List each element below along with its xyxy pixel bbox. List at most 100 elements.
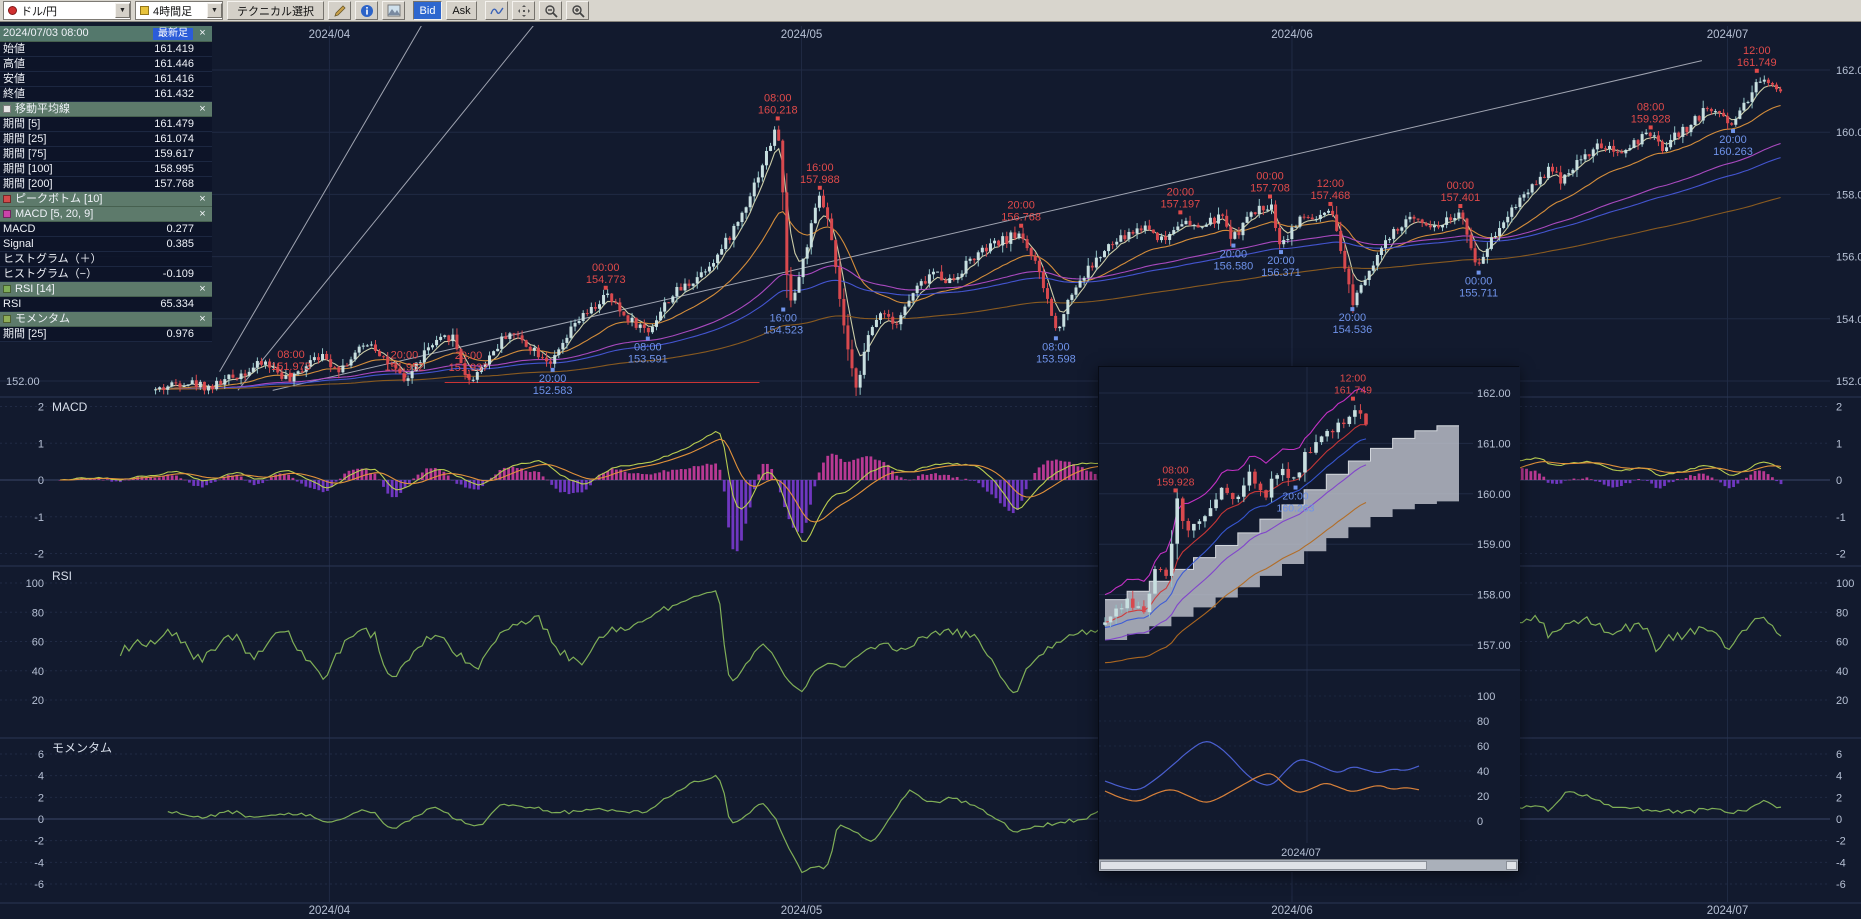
inset-horizontal-scrollbar[interactable] xyxy=(1099,859,1518,871)
indicator-color-swatch xyxy=(3,195,11,203)
indicator-wave-button[interactable] xyxy=(485,1,508,20)
svg-text:-4: -4 xyxy=(34,857,44,869)
svg-text:154.773: 154.773 xyxy=(586,274,626,286)
main-chart-svg[interactable]: 2024/04 2024/04 2024/05 2024/05 2024/06 2024/… xyxy=(0,22,1861,919)
inset-chart-svg[interactable]: 162.00 161.00 160.00 159.00 158.00 157.00 08:0… xyxy=(1099,367,1520,861)
timeframe-icon xyxy=(140,6,149,15)
svg-text:80: 80 xyxy=(1477,716,1489,728)
svg-text:2024/04: 2024/04 xyxy=(309,905,351,917)
timeframe-select[interactable]: 4時間足 ▼ xyxy=(135,1,223,20)
svg-text:2024/06: 2024/06 xyxy=(1271,905,1313,917)
indicator-header-row: RSI [14] × xyxy=(0,282,212,297)
indicator-value-row: 高値 161.446 xyxy=(0,57,212,72)
close-icon[interactable]: × xyxy=(199,27,206,39)
svg-text:159.928: 159.928 xyxy=(1156,476,1194,488)
indicator-value: 161.446 xyxy=(154,57,194,70)
indicator-value: 159.617 xyxy=(154,147,194,160)
svg-text:08:00: 08:00 xyxy=(764,92,792,104)
svg-text:-6: -6 xyxy=(34,879,44,891)
scrollbar-thumb[interactable] xyxy=(1100,861,1427,870)
indicator-value-label: ヒストグラム（＋） xyxy=(3,252,102,265)
technical-select-button[interactable]: テクニカル選択 xyxy=(227,1,324,20)
svg-text:2024/05: 2024/05 xyxy=(781,29,823,41)
svg-text:2024/07: 2024/07 xyxy=(1707,905,1749,917)
svg-text:40: 40 xyxy=(1477,766,1489,778)
svg-text:20:00: 20:00 xyxy=(539,373,567,385)
svg-text:80: 80 xyxy=(32,607,44,619)
svg-text:151.973: 151.973 xyxy=(271,361,311,373)
indicator-value: 161.074 xyxy=(154,132,194,145)
rsi-axis-labels: 100 100 80 80 60 60 40 40 20 20 RSI xyxy=(26,569,1855,707)
panel-date-header-row: 2024/07/03 08:00 最新足 × xyxy=(0,26,212,42)
svg-text:MACD: MACD xyxy=(52,400,88,414)
inset-chart-window[interactable]: 162.00 161.00 160.00 159.00 158.00 157.00 08:0… xyxy=(1098,366,1520,872)
scrollbar-right-button[interactable] xyxy=(1506,861,1517,870)
macd-axis-labels: 2 2 1 1 0 0 -1 -1 -2 -2 MACD xyxy=(34,400,1846,561)
indicator-value-row: MACD 0.277 xyxy=(0,222,212,237)
indicator-value-row: ヒストグラム（−） -0.109 xyxy=(0,267,212,282)
indicator-value-row: 始値 161.419 xyxy=(0,42,212,57)
inset-candles-layer xyxy=(1103,404,1368,627)
svg-text:2: 2 xyxy=(38,402,44,414)
svg-text:60: 60 xyxy=(32,637,44,649)
bid-toggle[interactable]: Bid xyxy=(413,1,442,20)
currency-pair-select[interactable]: ドル/円 ▼ xyxy=(3,1,131,20)
close-icon[interactable]: × xyxy=(199,102,206,115)
indicator-value-row: 期間 [25] 0.976 xyxy=(0,327,212,342)
indicator-color-swatch xyxy=(3,105,11,113)
svg-text:0: 0 xyxy=(38,814,44,826)
close-icon[interactable]: × xyxy=(199,207,206,220)
svg-text:6: 6 xyxy=(38,749,44,761)
indicator-value-row: 期間 [100] 158.995 xyxy=(0,162,212,177)
zoom-out-button[interactable] xyxy=(539,1,562,20)
svg-text:20:00: 20:00 xyxy=(1220,249,1248,261)
close-icon[interactable]: × xyxy=(199,312,206,325)
svg-text:12:00: 12:00 xyxy=(1340,373,1366,385)
svg-text:00:00: 00:00 xyxy=(1256,170,1284,182)
svg-text:20:00: 20:00 xyxy=(1167,186,1195,198)
svg-text:20:00: 20:00 xyxy=(455,350,483,362)
indicator-value-label: RSI xyxy=(3,297,22,310)
chart-type-button[interactable] xyxy=(382,1,405,20)
svg-text:156.371: 156.371 xyxy=(1261,267,1301,279)
svg-text:152.00: 152.00 xyxy=(6,376,40,388)
svg-text:20: 20 xyxy=(32,695,44,707)
info-button[interactable] xyxy=(355,1,378,20)
zoom-in-button[interactable] xyxy=(566,1,589,20)
indicator-color-swatch xyxy=(3,285,11,293)
indicator-value: 0.277 xyxy=(166,222,194,235)
svg-text:158.00: 158.00 xyxy=(1477,590,1511,602)
svg-text:-2: -2 xyxy=(1836,836,1846,848)
svg-text:-2: -2 xyxy=(34,549,44,561)
indicator-value: 65.334 xyxy=(160,297,194,310)
svg-text:156.580: 156.580 xyxy=(1214,261,1254,273)
inset-price-grid: 162.00 161.00 160.00 159.00 158.00 157.00 xyxy=(1099,388,1511,652)
svg-text:08:00: 08:00 xyxy=(634,342,662,354)
ask-toggle[interactable]: Ask xyxy=(446,1,477,20)
indicator-header-label: MACD [5, 20, 9] xyxy=(15,207,94,220)
pan-mode-button[interactable] xyxy=(512,1,535,20)
svg-text:2024/06: 2024/06 xyxy=(1271,29,1313,41)
indicator-value-row: 安値 161.416 xyxy=(0,72,212,87)
indicator-color-swatch xyxy=(3,210,11,218)
svg-text:08:00: 08:00 xyxy=(1637,101,1665,113)
svg-text:154.00: 154.00 xyxy=(1836,314,1861,326)
svg-text:157.988: 157.988 xyxy=(800,174,840,186)
indicator-color-swatch xyxy=(3,315,11,323)
indicator-header-label: RSI [14] xyxy=(15,282,55,295)
draw-pencil-button[interactable] xyxy=(328,1,351,20)
close-icon[interactable]: × xyxy=(199,282,206,295)
chevron-down-icon[interactable]: ▼ xyxy=(207,3,222,18)
svg-text:100: 100 xyxy=(26,578,44,590)
momentum-panel xyxy=(0,753,1830,885)
svg-text:60: 60 xyxy=(1477,741,1489,753)
chevron-down-icon[interactable]: ▼ xyxy=(115,3,130,18)
close-icon[interactable]: × xyxy=(199,192,206,205)
indicator-value-row: 終値 161.432 xyxy=(0,87,212,102)
zoom-in-icon xyxy=(571,4,585,18)
svg-text:-6: -6 xyxy=(1836,879,1846,891)
indicator-value-label: 期間 [25] xyxy=(3,132,47,145)
chart-area[interactable]: 2024/04 2024/04 2024/05 2024/05 2024/06 2024/… xyxy=(0,22,1861,919)
svg-text:20:00: 20:00 xyxy=(1282,491,1308,503)
